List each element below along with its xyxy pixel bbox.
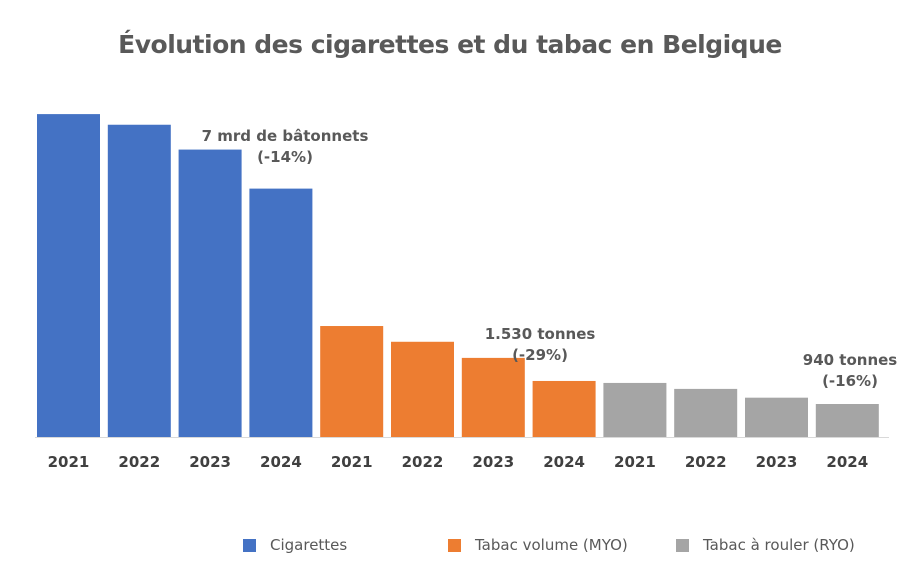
legend-label: Cigarettes xyxy=(270,536,348,554)
annotation-cigarettes: 7 mrd de bâtonnets (-14%) xyxy=(195,126,375,168)
annotation-myo: 1.530 tonnes (-29%) xyxy=(480,324,600,366)
legend-swatch xyxy=(448,538,461,552)
bar-tabac-2022 xyxy=(674,388,738,437)
bar-tabac-2023 xyxy=(461,357,525,437)
legend-label: Tabac à rouler (RYO) xyxy=(703,536,855,554)
annotation-change: (-16%) xyxy=(822,372,878,390)
bar-tabac-2024 xyxy=(532,380,596,437)
annotation-ryo: 940 tonnes (-16%) xyxy=(800,350,900,392)
x-tick-label: 2023 xyxy=(756,453,798,471)
x-tick-label: 2022 xyxy=(685,453,727,471)
bar-cigarettes-2022 xyxy=(107,124,171,437)
x-tick-label: 2021 xyxy=(331,453,373,471)
bar-cigarettes-2024 xyxy=(249,188,313,437)
x-tick-label: 2022 xyxy=(118,453,160,471)
bar-tabac-2023 xyxy=(745,397,808,437)
chart-title: Évolution des cigarettes et du tabac en … xyxy=(118,30,782,59)
x-tick-label: 2024 xyxy=(260,453,302,471)
legend-swatch xyxy=(243,538,256,552)
x-tick-label: 2022 xyxy=(402,453,444,471)
bar-tabac-2024 xyxy=(815,404,879,437)
annotation-value: 1.530 tonnes xyxy=(484,325,596,343)
x-tick-label: 2024 xyxy=(543,453,585,471)
legend-item-myo: Tabac volume (MYO) xyxy=(448,536,628,554)
legend-label: Tabac volume (MYO) xyxy=(475,536,628,554)
legend-swatch xyxy=(676,538,689,552)
bar-cigarettes-2021 xyxy=(37,114,100,437)
bar-tabac-2022 xyxy=(391,341,454,437)
annotation-value: 7 mrd de bâtonnets xyxy=(201,127,369,145)
bar-cigarettes-2023 xyxy=(178,149,242,438)
annotation-change: (-29%) xyxy=(512,346,568,364)
x-tick-label: 2021 xyxy=(48,453,90,471)
x-tick-label: 2023 xyxy=(189,453,231,471)
x-tick-label: 2024 xyxy=(826,453,868,471)
bar-tabac-2021 xyxy=(320,326,384,437)
x-tick-label: 2021 xyxy=(614,453,656,471)
annotation-value: 940 tonnes xyxy=(802,351,898,369)
bar-tabac-2021 xyxy=(603,382,667,437)
legend-item-ryo: Tabac à rouler (RYO) xyxy=(676,536,855,554)
x-tick-label: 2023 xyxy=(472,453,514,471)
legend-item-cigarettes: Cigarettes xyxy=(243,536,347,554)
annotation-change: (-14%) xyxy=(257,148,313,166)
